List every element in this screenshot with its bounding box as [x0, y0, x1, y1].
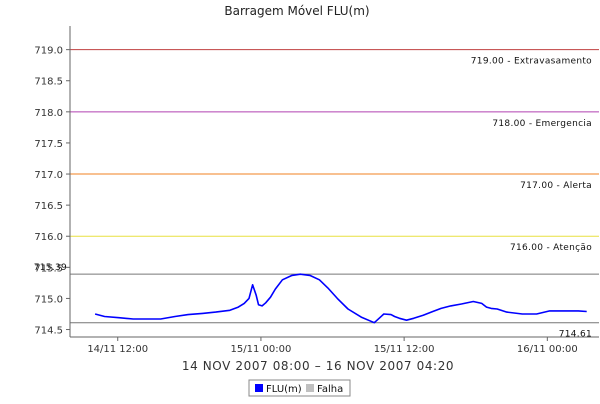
legend-swatch-flu — [255, 384, 263, 392]
legend-swatch-falha — [306, 384, 314, 392]
y-tick-label: 715.5 — [34, 263, 63, 274]
threshold-lines: 719.00 - Extravasamento 718.00 - Emergenc… — [70, 49, 599, 253]
legend: FLU(m) Falha — [248, 379, 351, 397]
x-axis-ticks: 14/11 12:00 15/11 00:00 15/11 12:00 16/11 0… — [87, 337, 578, 355]
x-tick-label: 16/11 00:00 — [517, 344, 578, 355]
y-tick-label: 715.0 — [34, 294, 63, 305]
threshold-label-3: 716.00 - Atenção — [510, 243, 592, 253]
legend-label-flu: FLU(m) — [266, 384, 302, 395]
max-label: 715.39 — [34, 263, 67, 273]
x-tick-label: 15/11 00:00 — [231, 344, 292, 355]
threshold-label-2: 717.00 - Alerta — [520, 181, 592, 191]
y-tick-label: 717.5 — [34, 139, 63, 150]
y-tick-label: 714.5 — [34, 326, 63, 337]
y-tick-label: 716.5 — [34, 201, 63, 212]
x-tick-label: 14/11 12:00 — [87, 344, 148, 355]
x-tick-label: 15/11 12:00 — [374, 344, 435, 355]
min-max-lines: 715.39 714.61 — [34, 263, 599, 340]
y-axis-ticks: 714.5 715.0 715.5 716.0 716.5 717.0 717.5 718.0… — [34, 46, 70, 337]
plot-area — [70, 26, 599, 337]
series-layer — [94, 273, 587, 324]
y-tick-label: 718.5 — [34, 77, 63, 88]
y-tick-label: 716.0 — [34, 232, 63, 243]
legend-label-falha: Falha — [317, 384, 343, 395]
y-tick-label: 717.0 — [34, 170, 63, 181]
min-label: 714.61 — [559, 330, 592, 340]
x-axis-label: 14 NOV 2007 08:00 – 16 NOV 2007 04:20 — [182, 359, 454, 373]
y-tick-label: 718.0 — [34, 108, 63, 119]
legend-box — [248, 379, 351, 397]
threshold-label-0: 719.00 - Extravasamento — [471, 57, 592, 67]
chart-title: Barragem Móvel FLU(m) — [224, 4, 369, 18]
threshold-label-1: 718.00 - Emergencia — [492, 119, 592, 129]
y-tick-label: 719.0 — [34, 46, 63, 57]
series-line-0 — [94, 273, 587, 324]
